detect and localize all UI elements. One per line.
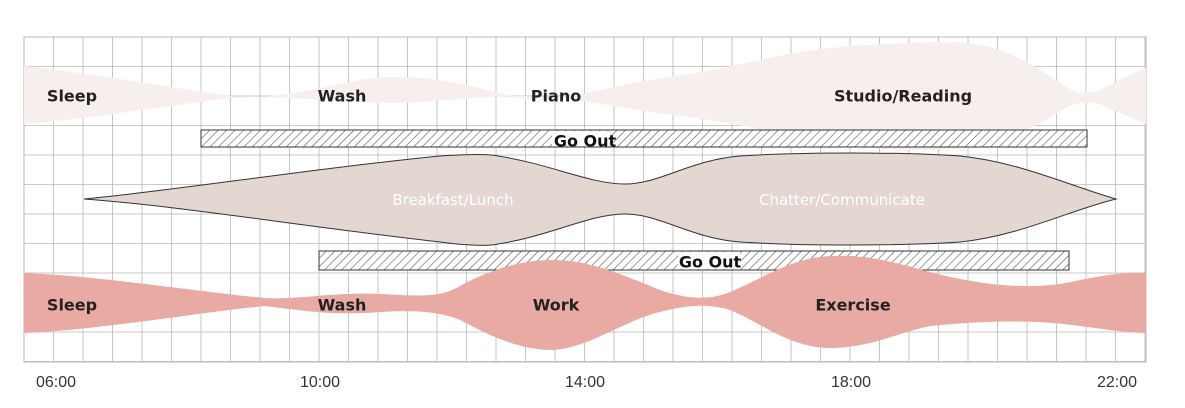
go-out-label-bottom: Go Out <box>678 252 742 272</box>
top-activity-band <box>24 41 1146 150</box>
breakfast-lunch-label: Breakfast/Lunch <box>392 191 514 209</box>
chatter-communicate-label: Chatter/Communicate <box>759 191 925 209</box>
middle-activity-band <box>83 152 1118 246</box>
bottom-sleep-label: Sleep <box>46 295 98 315</box>
go-out-label-top: Go Out <box>553 131 617 151</box>
time-tick: 10:00 <box>299 374 341 391</box>
bottom-wash-label: Wash <box>317 295 367 315</box>
time-tick: 14:00 <box>564 374 606 391</box>
bottom-work-label: Work <box>532 295 580 315</box>
bottom-exercise-label: Exercise <box>815 295 891 315</box>
time-tick: 18:00 <box>830 374 872 391</box>
bottom-activity-band <box>24 255 1146 350</box>
go-out-bar-top <box>200 129 1088 148</box>
top-piano-label: Piano <box>530 86 582 106</box>
top-studio-label: Studio/Reading <box>833 86 973 106</box>
top-wash-label: Wash <box>317 86 367 106</box>
time-tick: 22:00 <box>1096 374 1138 391</box>
time-tick: 06:00 <box>35 374 77 391</box>
top-sleep-label: Sleep <box>46 86 98 106</box>
